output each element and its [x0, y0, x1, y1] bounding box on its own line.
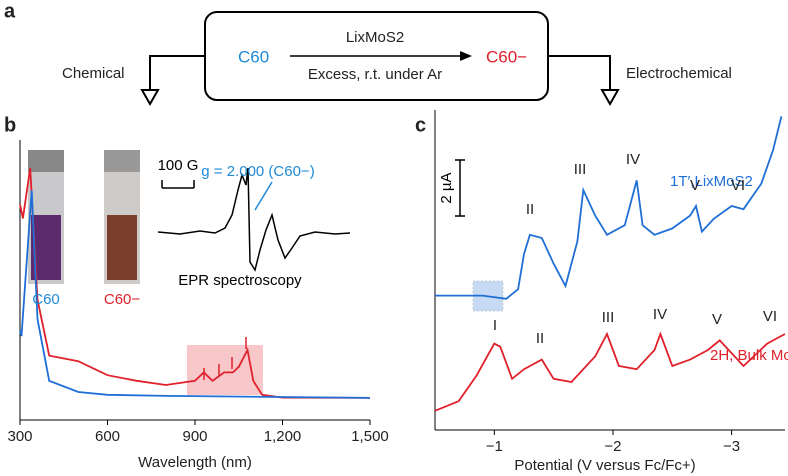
annotation: VI: [731, 177, 745, 194]
annotation: II: [536, 330, 544, 347]
annotation: V: [690, 177, 700, 194]
reactant: C60: [238, 47, 269, 66]
panel-label: a: [4, 0, 16, 22]
epr-curve: [157, 167, 351, 272]
x-tick-label: 1,500: [351, 428, 389, 445]
scale-bar: [455, 159, 465, 217]
series-label: 2H, Bulk MoS2: [710, 347, 788, 364]
arrow-head: [140, 89, 160, 107]
annotation: C60: [32, 291, 60, 308]
annotation: IV: [653, 306, 667, 323]
conditions: Excess, r.t. under Ar: [308, 66, 442, 83]
x-tick-label: −2: [604, 438, 621, 455]
pointer: [254, 181, 273, 211]
scale-bar: [161, 180, 195, 189]
reagent: LixMoS2: [346, 29, 404, 46]
x-axis-label: Potential (V versus Fc/Fc+): [514, 457, 695, 474]
annotation: EPR spectroscopy: [178, 272, 302, 289]
branch-line: [149, 55, 205, 98]
data-line: [434, 331, 786, 412]
annotation: II: [526, 201, 534, 218]
annotation: VI: [763, 308, 777, 325]
annotation: 2 µA: [438, 172, 455, 203]
x-tick-label: 600: [95, 428, 120, 445]
arrow-head: [600, 89, 620, 107]
product: C60−: [486, 47, 527, 66]
data-line: [19, 190, 371, 399]
vial-cap: [104, 150, 140, 172]
series-label: 1T′,LixMoS2: [670, 173, 753, 190]
panel-label: c: [415, 114, 426, 136]
x-tick-label: −3: [723, 438, 740, 455]
annotation: IV: [626, 151, 640, 168]
arrow: [203, 337, 247, 380]
annotation: g = 2.000 (C60−): [201, 163, 314, 180]
vial-cap: [28, 150, 64, 172]
x-tick-label: 1,200: [264, 428, 302, 445]
data-line: [435, 116, 783, 300]
annotation: 100 G: [158, 157, 199, 174]
annotation: V: [712, 311, 722, 328]
branch-label: Chemical: [62, 65, 125, 82]
branch-label: Electrochemical: [626, 65, 732, 82]
arrow-head: [460, 51, 472, 61]
x-tick-label: −1: [486, 438, 503, 455]
x-tick-label: 300: [7, 428, 32, 445]
vial-liquid: [107, 215, 137, 280]
annotation: III: [602, 309, 615, 326]
annotation: III: [574, 161, 587, 178]
panel-label: b: [4, 114, 16, 136]
x-tick-label: 900: [182, 428, 207, 445]
annotation: C60−: [104, 291, 141, 308]
annotation: I: [493, 317, 497, 334]
x-axis-label: Wavelength (nm): [138, 454, 252, 471]
branch-line: [548, 55, 611, 98]
data-line: [19, 167, 371, 399]
highlight: [187, 345, 263, 395]
